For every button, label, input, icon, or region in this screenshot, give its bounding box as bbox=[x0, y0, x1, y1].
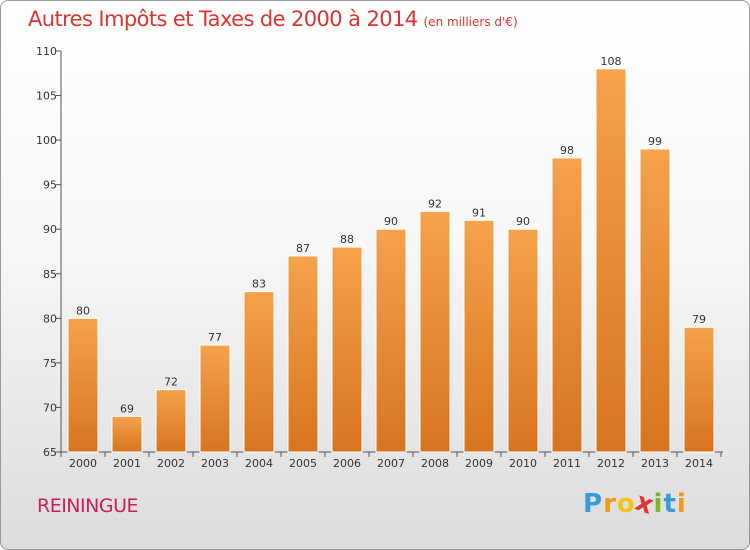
bar-2005 bbox=[287, 255, 319, 453]
x-tick-label-2009: 2009 bbox=[465, 457, 493, 470]
logo-letter: t bbox=[663, 489, 677, 519]
logo-letter: P bbox=[583, 489, 604, 519]
value-label-2014: 79 bbox=[692, 313, 706, 326]
bar-2002 bbox=[155, 389, 187, 453]
x-tick-label-2011: 2011 bbox=[553, 457, 581, 470]
city-name: REININGUE bbox=[37, 495, 138, 517]
x-tick-label-2005: 2005 bbox=[289, 457, 317, 470]
value-label-2009: 91 bbox=[472, 206, 486, 219]
chart-title: Autres Impôts et Taxes de 2000 à 2014 (en… bbox=[28, 7, 518, 31]
logo-letter: i bbox=[676, 489, 687, 519]
x-tick-label-2004: 2004 bbox=[245, 457, 273, 470]
x-tick-label-2008: 2008 bbox=[421, 457, 449, 470]
y-tick-label: 100 bbox=[36, 134, 57, 147]
bar-2006 bbox=[331, 246, 363, 453]
x-tick-label-2001: 2001 bbox=[113, 457, 141, 470]
bar-2001 bbox=[111, 415, 143, 453]
value-label-2010: 90 bbox=[516, 215, 530, 228]
x-tick-label-2013: 2013 bbox=[641, 457, 669, 470]
y-tick-label: 110 bbox=[36, 45, 57, 58]
value-label-2006: 88 bbox=[340, 233, 354, 246]
x-tick-label-2014: 2014 bbox=[685, 457, 713, 470]
logo-letter: i bbox=[653, 489, 664, 519]
value-label-2012: 108 bbox=[601, 55, 622, 68]
bar-2000 bbox=[67, 317, 99, 453]
x-tick-label-2003: 2003 bbox=[201, 457, 229, 470]
x-tick-label-2006: 2006 bbox=[333, 457, 361, 470]
bar-2008 bbox=[419, 210, 451, 453]
y-tick-label: 80 bbox=[43, 312, 57, 325]
value-label-2007: 90 bbox=[384, 215, 398, 228]
y-tick-label: 95 bbox=[43, 179, 57, 192]
logo-letter: o bbox=[616, 489, 636, 519]
y-tick-label: 85 bbox=[43, 268, 57, 281]
value-label-2003: 77 bbox=[208, 331, 222, 344]
chart-title-unit: (en milliers d'€) bbox=[423, 15, 518, 29]
y-tick-label: 105 bbox=[36, 90, 57, 103]
value-label-2008: 92 bbox=[428, 197, 442, 210]
bar-2003 bbox=[199, 344, 231, 453]
proxiti-logo: Proxiti bbox=[583, 487, 687, 521]
bar-2013 bbox=[639, 148, 671, 453]
value-label-2002: 72 bbox=[164, 376, 178, 389]
bar-2004 bbox=[243, 291, 275, 453]
chart-title-main: Autres Impôts et Taxes de 2000 à 2014 bbox=[28, 7, 418, 31]
bar-2012 bbox=[595, 68, 627, 453]
y-tick-label: 70 bbox=[43, 401, 57, 414]
bar-2010 bbox=[507, 228, 539, 453]
y-tick-label: 65 bbox=[43, 446, 57, 459]
x-tick-label-2010: 2010 bbox=[509, 457, 537, 470]
x-tick-label-2012: 2012 bbox=[597, 457, 625, 470]
value-label-2011: 98 bbox=[560, 144, 574, 157]
bar-2011 bbox=[551, 157, 583, 453]
bar-2014 bbox=[683, 326, 715, 453]
value-label-2001: 69 bbox=[120, 402, 134, 415]
value-label-2013: 99 bbox=[648, 135, 662, 148]
value-label-2004: 83 bbox=[252, 278, 266, 291]
x-tick-label-2007: 2007 bbox=[377, 457, 405, 470]
value-label-2005: 87 bbox=[296, 242, 310, 255]
value-label-2000: 80 bbox=[76, 304, 90, 317]
x-tick-label-2002: 2002 bbox=[157, 457, 185, 470]
y-tick-label: 75 bbox=[43, 357, 57, 370]
bar-2009 bbox=[463, 219, 495, 453]
logo-letter: r bbox=[603, 489, 617, 519]
bar-2007 bbox=[375, 228, 407, 453]
y-tick-label: 90 bbox=[43, 223, 57, 236]
x-tick-label-2000: 2000 bbox=[69, 457, 97, 470]
